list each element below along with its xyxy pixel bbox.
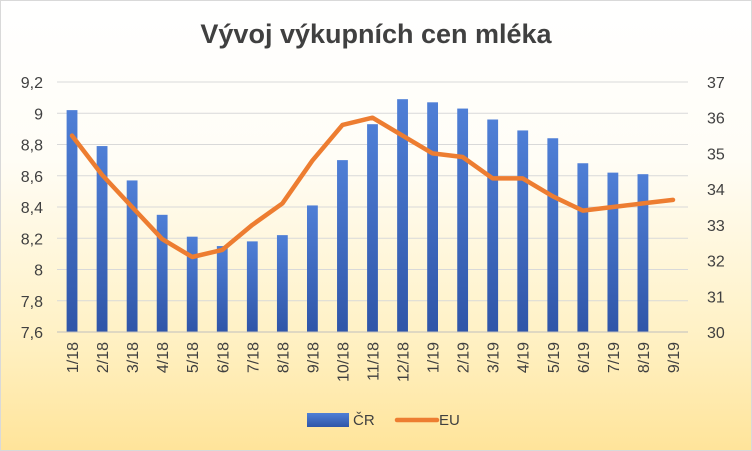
y-left-tick-label: 8,4 xyxy=(21,200,43,217)
x-tick-label: 7/18 xyxy=(245,342,262,373)
y-right-tick-label: 37 xyxy=(707,75,725,92)
x-tick-label: 2/19 xyxy=(456,342,473,373)
bar-cr xyxy=(306,205,318,332)
x-tick-label: 11/18 xyxy=(366,342,383,381)
bar-cr xyxy=(186,236,198,332)
bar-cr xyxy=(457,108,469,332)
x-tick-label: 6/18 xyxy=(215,342,232,373)
bar-cr xyxy=(577,163,589,332)
bar-cr xyxy=(547,138,559,332)
y-right-tick-label: 35 xyxy=(707,146,725,163)
y-right-tick-label: 30 xyxy=(707,325,725,342)
x-tick-label: 7/19 xyxy=(606,342,623,373)
x-tick-label: 9/19 xyxy=(666,342,683,373)
x-tick-label: 3/19 xyxy=(486,342,503,373)
x-tick-label: 12/18 xyxy=(396,342,413,382)
bar-cr xyxy=(276,235,288,332)
x-tick-label: 3/18 xyxy=(125,342,142,373)
x-tick-label: 2/18 xyxy=(95,342,112,373)
x-tick-label: 10/18 xyxy=(335,342,352,382)
y-left-tick-label: 9,2 xyxy=(21,75,43,92)
x-tick-label: 9/18 xyxy=(305,342,322,373)
bar-cr xyxy=(337,160,348,332)
y-right-tick-label: 36 xyxy=(707,111,725,128)
bar-cr xyxy=(156,214,168,332)
y-right-tick-label: 31 xyxy=(707,289,725,306)
legend-label-eu: EU xyxy=(439,412,460,429)
y-right-tick-label: 34 xyxy=(707,182,725,199)
y-left-tick-label: 7,6 xyxy=(21,325,43,342)
x-tick-label: 4/19 xyxy=(516,342,533,373)
chart-title: Vývoj výkupních cen mléka xyxy=(200,19,552,49)
bar-cr xyxy=(96,146,108,332)
y-left-tick-label: 7,8 xyxy=(21,294,43,311)
bar-cr xyxy=(427,102,439,332)
y-left-tick-label: 8 xyxy=(34,263,43,280)
legend-swatch-cr xyxy=(307,413,349,427)
legend-label-cr: ČR xyxy=(353,412,375,429)
bar-cr xyxy=(487,119,499,332)
y-left-tick-label: 8,8 xyxy=(21,138,43,155)
y-right-tick-label: 32 xyxy=(707,254,725,271)
bar-cr xyxy=(367,124,378,332)
x-tick-label: 8/18 xyxy=(275,342,292,373)
y-right-tick-label: 33 xyxy=(707,218,725,235)
x-tick-label: 5/18 xyxy=(185,342,202,373)
bar-cr xyxy=(607,172,619,332)
bar-cr xyxy=(637,174,649,332)
bar-cr xyxy=(216,246,228,332)
bar-cr xyxy=(517,130,529,332)
x-tick-label: 1/18 xyxy=(65,342,82,373)
x-tick-label: 5/19 xyxy=(546,342,563,373)
line-eu xyxy=(69,115,676,260)
x-tick-label: 4/18 xyxy=(155,342,172,373)
bar-cr xyxy=(66,110,78,332)
y-left-tick-label: 8,6 xyxy=(21,169,43,186)
x-tick-label: 6/19 xyxy=(576,342,593,373)
y-left-tick-label: 8,2 xyxy=(21,231,43,248)
bar-cr xyxy=(126,180,138,332)
y-left-tick-label: 9 xyxy=(34,106,43,123)
x-tick-label: 1/19 xyxy=(426,342,443,373)
x-tick-label: 8/19 xyxy=(636,342,653,373)
bar-cr xyxy=(246,241,258,332)
bar-cr xyxy=(397,99,408,332)
